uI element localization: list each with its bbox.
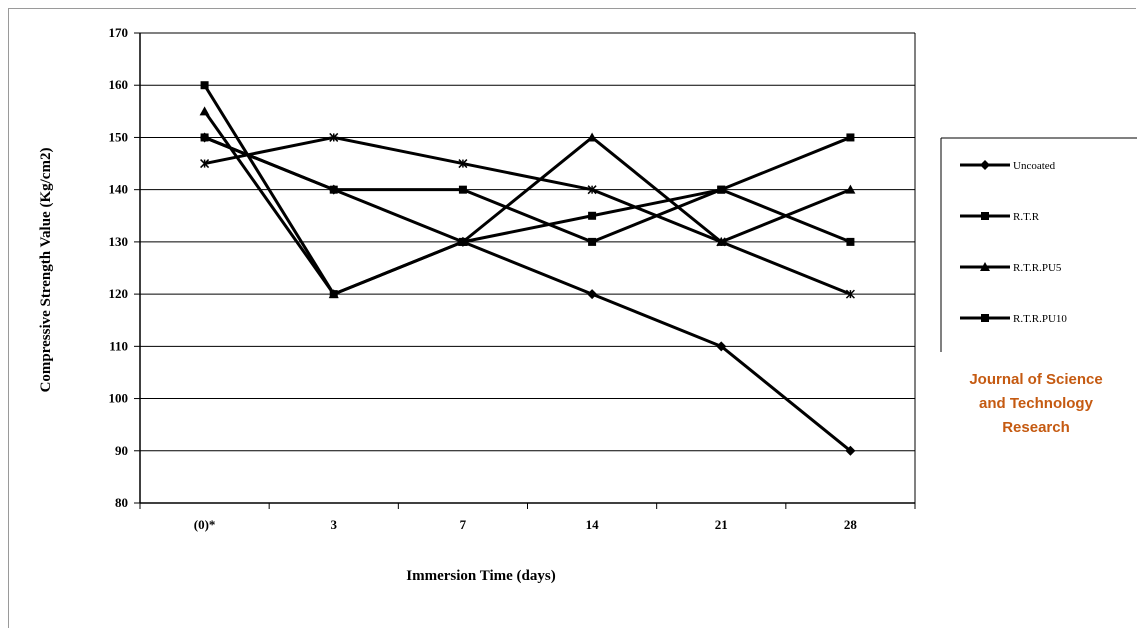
y-axis-label: Compressive Strength Value (Kg/cm2)	[38, 148, 54, 393]
series-unlabeled-4	[200, 132, 855, 299]
watermark-line-3: Research	[1002, 419, 1070, 436]
legend-swatch-marker	[981, 314, 989, 322]
data-point	[329, 185, 338, 194]
legend-label: R.T.R.PU10	[1013, 313, 1067, 325]
data-point	[458, 185, 467, 194]
x-tick-label: (0)*	[194, 517, 216, 532]
x-tick-label: 3	[331, 517, 338, 532]
legend-label: R.T.R	[1013, 211, 1040, 223]
legend-item: R.T.R.PU5	[960, 262, 1062, 274]
watermark-line-2: and Technology	[979, 395, 1093, 412]
data-point	[588, 211, 597, 220]
x-tick-label: 14	[586, 517, 600, 532]
data-point	[200, 133, 209, 142]
y-tick-label: 100	[109, 391, 129, 406]
legend-label: R.T.R.PU5	[1013, 262, 1062, 274]
data-point	[329, 132, 339, 142]
journal-watermark: Journal of Science and Technology Resear…	[946, 368, 1126, 440]
y-tick-label: 80	[115, 495, 128, 510]
x-axis-label: Immersion Time (days)	[406, 568, 555, 584]
data-point	[328, 289, 339, 299]
y-tick-label: 160	[109, 77, 129, 92]
data-point	[846, 133, 855, 142]
series-group	[199, 81, 856, 456]
data-point	[588, 237, 597, 246]
y-tick-label: 130	[109, 234, 129, 249]
x-tick-label: 21	[715, 517, 728, 532]
data-point	[199, 106, 210, 116]
data-point	[716, 341, 727, 352]
series-line	[204, 136, 851, 244]
x-tick-label: 7	[460, 517, 467, 532]
data-point	[200, 81, 209, 90]
data-point	[587, 185, 597, 195]
data-point	[587, 289, 598, 300]
data-point	[200, 159, 210, 169]
data-point	[845, 184, 856, 194]
legend-item: R.T.R	[960, 211, 1040, 223]
axes	[134, 32, 916, 509]
series-r-t-r-pu10	[200, 133, 855, 246]
legend-swatch-marker	[980, 262, 990, 271]
chart-frame	[8, 8, 1136, 628]
y-tick-label: 140	[109, 182, 129, 197]
y-tick-label: 170	[109, 25, 129, 40]
gridlines	[140, 32, 915, 452]
y-tick-label: 110	[109, 338, 128, 353]
data-point	[845, 445, 856, 456]
data-point	[845, 289, 855, 299]
legend-item: Uncoated	[960, 160, 1056, 172]
y-tick-label: 150	[109, 129, 129, 144]
y-tick-label: 90	[115, 443, 128, 458]
data-point	[716, 237, 726, 247]
legend-swatch-marker	[981, 212, 989, 220]
series-line	[203, 84, 851, 296]
legend-swatch-marker	[980, 160, 990, 170]
data-point	[457, 236, 468, 246]
legend-item: R.T.R.PU10	[960, 313, 1067, 325]
data-point	[458, 159, 468, 169]
data-point	[587, 132, 598, 142]
watermark-line-1: Journal of Science	[969, 371, 1103, 388]
y-tick-label: 120	[109, 286, 129, 301]
y-tick-labels: 80 90 100 110 120 130 140 150 160 170	[109, 25, 129, 510]
data-point	[846, 237, 855, 246]
data-point	[717, 185, 726, 194]
legend-label: Uncoated	[1013, 160, 1056, 172]
series-line	[203, 110, 851, 296]
x-tick-label: 28	[844, 517, 858, 532]
x-tick-labels: (0)* 3 7 14 21 28	[194, 517, 858, 532]
series-line	[204, 135, 851, 296]
legend: Uncoated R.T.R R.T.R.PU5 R.T.R.PU10	[940, 137, 1137, 352]
